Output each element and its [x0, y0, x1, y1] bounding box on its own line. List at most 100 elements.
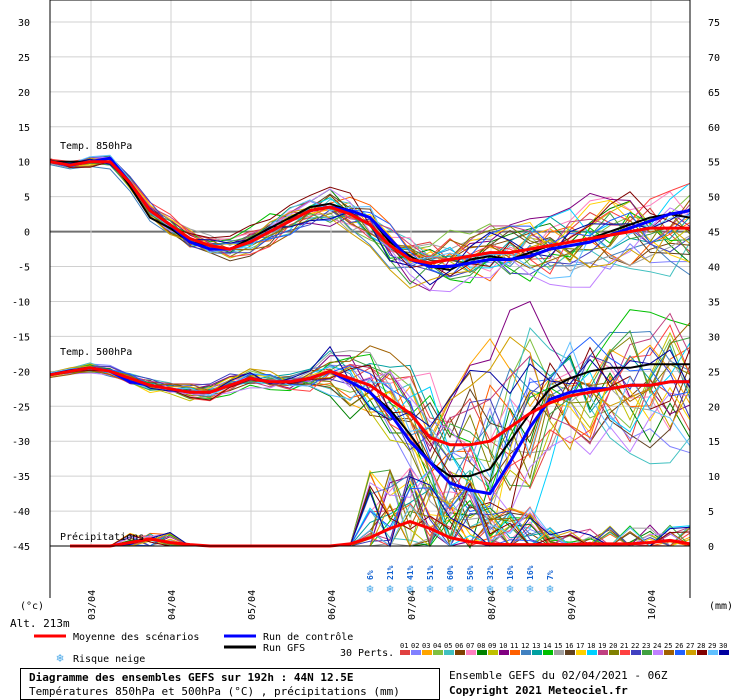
legend-label-gfs: Run GFS [263, 643, 305, 654]
pert-number: 29 [708, 642, 716, 650]
y-right-tick-label: 5 [708, 507, 714, 518]
pert-color-swatch [719, 650, 729, 655]
snow-risk-marker: 7% ❄ [546, 570, 555, 596]
pert-number: 11 [510, 642, 518, 650]
pert-number: 18 [587, 642, 595, 650]
snow-risk-label: 41% [406, 565, 415, 580]
y-right-tick-label: 40 [708, 263, 720, 274]
y-left-tick-label: 20 [18, 88, 30, 99]
pert-number: 20 [609, 642, 617, 650]
pert-color-swatch [521, 650, 531, 655]
pert-color-swatch [444, 650, 454, 655]
x-tick-label: 07/04 [407, 590, 418, 620]
y-left-tick-label: -45 [12, 542, 30, 553]
pert-color-swatch [554, 650, 564, 655]
pert-color-swatch [675, 650, 685, 655]
pert-color-swatch [510, 650, 520, 655]
y-left-tick-label: 0 [24, 228, 30, 239]
pert-color-swatch [400, 650, 410, 655]
snowflake-icon: ❄ [546, 582, 553, 596]
pert-color-swatch [411, 650, 421, 655]
snow-risk-label: 7% [546, 570, 555, 580]
main-series [49, 156, 691, 548]
perturbation-line [49, 322, 691, 492]
y-right-tick-label: 35 [708, 297, 720, 308]
perturbation-line [49, 365, 691, 483]
snowflake-icon: ❄ [446, 582, 453, 596]
y-right-tick-label: 25 [708, 367, 720, 378]
y-left-tick-label: -30 [12, 437, 30, 448]
pert-number: 08 [477, 642, 485, 650]
pert-number: 14 [543, 642, 551, 650]
pert-color-swatch [565, 650, 575, 655]
pert-number: 03 [422, 642, 430, 650]
pert-color-swatch [609, 650, 619, 655]
y-left-tick-label: 5 [24, 193, 30, 204]
snow-risk-label: 6% [366, 570, 375, 580]
pert-color-swatch [543, 650, 553, 655]
plot-annotation: Temp. 500hPa [60, 347, 132, 358]
pert-number: 27 [686, 642, 694, 650]
plot-annotation: Temp. 850hPa [60, 141, 132, 152]
y-right-tick-label: 55 [708, 158, 720, 169]
snowflake-icon: ❄ [386, 582, 393, 596]
pert-color-swatch [455, 650, 465, 655]
series-line-t850 [49, 160, 690, 265]
pert-number: 15 [554, 642, 562, 650]
legend-label-snow: Risque neige [73, 654, 145, 665]
axes: 302520151050-5-10-15-20-25-30-35-40-4575… [12, 0, 733, 620]
snow-risk-label: 51% [426, 565, 435, 580]
series-line-precip [70, 520, 691, 548]
footer-copyright: Copyright 2021 Meteociel.fr [449, 684, 628, 697]
pert-color-swatch [499, 650, 509, 655]
pert-number: 07 [466, 642, 474, 650]
pert-color-swatch [697, 650, 707, 655]
pert-color-swatch [664, 650, 674, 655]
perturbation-line [49, 309, 691, 494]
y-left-tick-label: -35 [12, 472, 30, 483]
perturbation-line [49, 346, 691, 462]
y-right-tick-label: 70 [708, 53, 720, 64]
pert-number: 25 [664, 642, 672, 650]
pert-color-swatch [631, 650, 641, 655]
perturbation-line [49, 154, 691, 279]
y-right-tick-label: 45 [708, 228, 720, 239]
snowflake-icon: ❄ [56, 651, 63, 665]
y-right-tick-label: 50 [708, 193, 720, 204]
footer-run: Ensemble GEFS du 02/04/2021 - 06Z [449, 669, 668, 682]
y-left-tick-label: -10 [12, 297, 30, 308]
footer-title: Diagramme des ensembles GEFS sur 192h : … [29, 671, 354, 684]
y-right-tick-label: 10 [708, 472, 720, 483]
snowflake-icon: ❄ [366, 582, 373, 596]
pert-number: 09 [488, 642, 496, 650]
perturbation-line [49, 345, 691, 428]
snowflake-icon: ❄ [506, 582, 513, 596]
pert-color-swatch [466, 650, 476, 655]
y-right-tick-label: 65 [708, 88, 720, 99]
snow-risk: 6% ❄ 21% ❄ 41% ❄ 51% ❄ 60% ❄ 56% ❄ 32% ❄ 16% ❄ 16% ❄ 7% ❄ [366, 565, 555, 596]
pert-number: 17 [576, 642, 584, 650]
y-left-tick-label: -25 [12, 402, 30, 413]
series-line-t500 [49, 366, 690, 447]
snow-risk-marker: 16% ❄ [526, 565, 535, 596]
pert-color-swatch [576, 650, 586, 655]
perturbation-lines [49, 154, 691, 549]
pert-number: 28 [697, 642, 705, 650]
pert-number: 16 [565, 642, 573, 650]
y-right-unit: (mm) [709, 601, 733, 612]
pert-color-swatch [488, 650, 498, 655]
y-left-tick-label: -5 [18, 263, 30, 274]
y-left-unit: (°c) [20, 601, 44, 612]
y-left-tick-label: 15 [18, 123, 30, 134]
snowflake-icon: ❄ [426, 582, 433, 596]
snowflake-icon: ❄ [486, 582, 493, 596]
legend-label-perts: 30 Perts. [340, 648, 394, 659]
pert-color-swatch [587, 650, 597, 655]
precip-perturbation-line [70, 476, 691, 548]
snow-risk-marker: 41% ❄ [406, 565, 415, 596]
x-tick-label: 10/04 [647, 590, 658, 620]
pert-color-swatch [598, 650, 608, 655]
y-left-tick-label: 25 [18, 53, 30, 64]
pert-number: 10 [499, 642, 507, 650]
